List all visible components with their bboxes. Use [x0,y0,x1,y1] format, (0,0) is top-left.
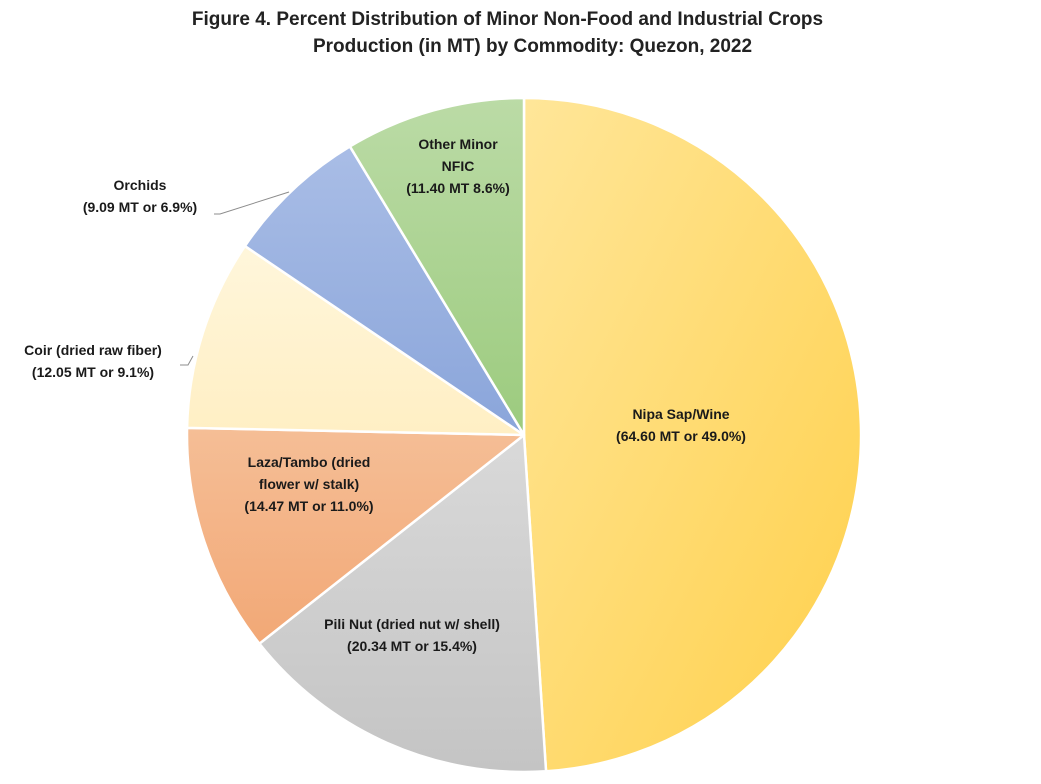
slice-label-line: (64.60 MT or 49.0%) [616,428,746,444]
slice-labels: Nipa Sap/Wine (64.60 MT or 49.0%) Pili Nut… [24,136,746,654]
chart-title: Figure 4. Percent Distribution of Minor … [0,6,1041,60]
slice-label-line: flower w/ stalk) [259,476,359,492]
pie-slice-nipa-sap-wine [522,96,863,773]
pie-slices [185,96,863,774]
slice-label-line: (11.40 MT 8.6%) [406,180,510,196]
pie-slice-laza-tambo-dried-flower-w-stalk [185,426,526,645]
slice-label-line: (20.34 MT or 15.4%) [347,638,477,654]
slice-label-line: Pili Nut (dried nut w/ shell) [324,616,500,632]
slice-label-line: (12.05 MT or 9.1%) [32,364,154,380]
pie-slice-pili-nut-dried-nut-w-shell [258,433,548,774]
leader-line [180,355,194,366]
leader-lines [180,191,290,366]
pie-slice-coir-dried-raw-fiber [185,244,526,437]
slice-label-line: Coir (dried raw fiber) [24,342,162,358]
slice-label-line: Nipa Sap/Wine [632,406,729,422]
slice-label-pili-nut-dried-nut-w-shell: Pili Nut (dried nut w/ shell) (20.34 MT o… [324,616,500,654]
slice-label-line: Other Minor [418,136,498,152]
slice-label-orchids: Orchids (9.09 MT or 6.9%) [83,177,197,215]
chart-title-line-1: Figure 4. Percent Distribution of Minor … [191,9,824,30]
slice-label-laza-tambo-dried-flower-w-stalk: Laza/Tambo (dried flower w/ stalk) (14.47 … [244,454,373,514]
slice-label-line: Laza/Tambo (dried [248,454,371,470]
pie-slice-other-minor-nfic [348,96,526,437]
slice-label-nipa-sap-wine: Nipa Sap/Wine (64.60 MT or 49.0%) [616,406,746,444]
slice-label-coir-dried-raw-fiber: Coir (dried raw fiber) (12.05 MT or 9.1%) [24,342,162,380]
slice-label-line: (14.47 MT or 11.0%) [244,498,373,514]
slice-label-line: Orchids [114,177,167,193]
chart-title-line-2: Production (in MT) by Commodity: Quezon,… [312,36,753,57]
slice-label-line: NFIC [442,158,475,174]
leader-line [214,191,290,215]
slice-label-other-minor-nfic: Other Minor NFIC (11.40 MT 8.6%) [406,136,510,196]
pie-slice-orchids [243,145,526,437]
slice-label-line: (9.09 MT or 6.9%) [83,199,197,215]
